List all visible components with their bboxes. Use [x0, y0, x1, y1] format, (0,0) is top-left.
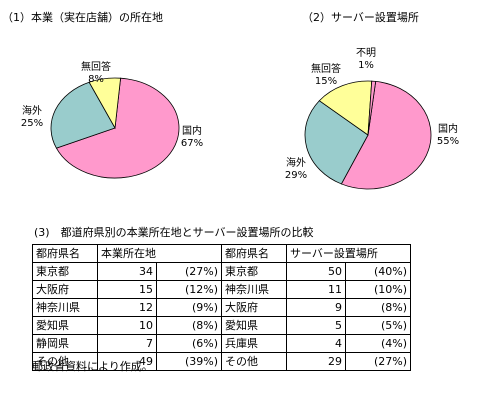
header-prefecture-2: 都府県名: [221, 244, 287, 263]
header-server-location: サーバー設置場所: [286, 244, 411, 263]
pie1-label-kaigai: 海外 25%: [14, 106, 50, 130]
pie2-label-kokunai-name: 国内: [438, 124, 458, 135]
pie2-label-kokunai-value: 55%: [436, 136, 460, 147]
pie2-slices: [304, 80, 432, 190]
pie2-slice-0: [340, 80, 432, 190]
cell-prefecture-2: その他: [221, 352, 287, 371]
pie1-slices: [50, 77, 180, 179]
table-row: 愛知県 10 (8%) 愛知県 5 (5%): [32, 316, 411, 335]
cell-server-count: 9: [286, 298, 346, 317]
cell-main-count: 12: [97, 298, 157, 317]
cell-prefecture-1: その他: [32, 352, 98, 371]
comparison-table: 都府県名 本業所在地 都府県名 サーバー設置場所 東京都 34 (27%) 東京都 50…: [32, 244, 411, 371]
pie1-label-mukaito: 無回答 8%: [76, 62, 116, 86]
comparison-table-body: 都府県名 本業所在地 都府県名 サーバー設置場所 東京都 34 (27%) 東京都 50…: [32, 244, 411, 371]
cell-server-percent: (40%): [345, 262, 411, 281]
pie1-title: （1）本業（実在店舗）の所在地: [2, 11, 163, 24]
cell-server-count: 11: [286, 280, 346, 299]
cell-prefecture-2: 兵庫県: [221, 334, 287, 353]
cell-server-count: 29: [286, 352, 346, 371]
table-header-row: 都府県名 本業所在地 都府県名 サーバー設置場所: [32, 244, 411, 263]
cell-main-percent: (39%): [156, 352, 222, 371]
pie2-label-mukaito: 無回答 15%: [306, 64, 346, 88]
cell-server-percent: (10%): [345, 280, 411, 299]
pie1-slice-0: [55, 77, 180, 179]
cell-prefecture-2: 東京都: [221, 262, 287, 281]
pie2-label-fumei-name: 不明: [356, 48, 376, 59]
pie1-label-mukaito-name: 無回答: [81, 62, 111, 73]
cell-server-count: 4: [286, 334, 346, 353]
table-row: その他 49 (39%) その他 29 (27%): [32, 352, 411, 371]
cell-prefecture-1: 愛知県: [32, 316, 98, 335]
pie1-slice-1: [50, 81, 116, 149]
header-main-location: 本業所在地: [97, 244, 222, 263]
cell-server-count: 50: [286, 262, 346, 281]
cell-server-percent: (8%): [345, 298, 411, 317]
cell-prefecture-1: 東京都: [32, 262, 98, 281]
pie1-slice-2: [88, 77, 122, 130]
pie1-label-mukaito-value: 8%: [88, 74, 104, 85]
table-title: (3) 都道府県別の本業所在地とサーバー設置場所の比較: [34, 226, 314, 239]
pie2-label-fumei-value: 1%: [358, 60, 374, 71]
cell-prefecture-2: 大阪府: [221, 298, 287, 317]
pie2-label-kokunai: 国内 55%: [428, 124, 468, 148]
pie2-slice-1: [304, 100, 369, 185]
pie1-label-kaigai-name: 海外: [22, 106, 42, 117]
cell-prefecture-1: 静岡県: [32, 334, 98, 353]
cell-prefecture-1: 神奈川県: [32, 298, 98, 317]
cell-main-count: 15: [97, 280, 157, 299]
pie2-label-mukaito-name: 無回答: [311, 64, 341, 75]
pie2-label-kaigai: 海外 29%: [278, 158, 314, 182]
cell-prefecture-2: 愛知県: [221, 316, 287, 335]
pie1-label-kokunai-name: 国内: [182, 126, 202, 137]
cell-main-count: 10: [97, 316, 157, 335]
cell-server-count: 5: [286, 316, 346, 335]
cell-main-percent: (12%): [156, 280, 222, 299]
cell-main-percent: (27%): [156, 262, 222, 281]
cell-prefecture-1: 大阪府: [32, 280, 98, 299]
pie2-label-kaigai-name: 海外: [286, 158, 306, 169]
pie2-title: （2）サーバー設置場所: [302, 11, 419, 24]
table-row: 神奈川県 12 (9%) 大阪府 9 (8%): [32, 298, 411, 317]
cell-main-percent: (9%): [156, 298, 222, 317]
pie2-label-mukaito-value: 15%: [314, 76, 338, 87]
cell-server-percent: (5%): [345, 316, 411, 335]
pie1-chart: [50, 77, 432, 190]
cell-prefecture-2: 神奈川県: [221, 280, 287, 299]
cell-main-count: 34: [97, 262, 157, 281]
pie2-label-fumei: 不明 1%: [348, 48, 384, 72]
table-row: 大阪府 15 (12%) 神奈川県 11 (10%): [32, 280, 411, 299]
cell-main-percent: (8%): [156, 316, 222, 335]
pie1-label-kokunai-value: 67%: [180, 138, 204, 149]
table-row: 東京都 34 (27%) 東京都 50 (40%): [32, 262, 411, 281]
cell-main-count: 7: [97, 334, 157, 353]
pie1-label-kokunai: 国内 67%: [172, 126, 212, 150]
cell-server-percent: (4%): [345, 334, 411, 353]
header-prefecture-1: 都府県名: [32, 244, 98, 263]
pie2-slice-3: [367, 80, 377, 136]
pie1-label-kaigai-value: 25%: [20, 118, 44, 129]
pie2-slice-2: [318, 80, 373, 136]
table-row: 静岡県 7 (6%) 兵庫県 4 (4%): [32, 334, 411, 353]
cell-main-percent: (6%): [156, 334, 222, 353]
source-note: 郵政省資料により作成。: [32, 360, 153, 373]
cell-server-percent: (27%): [345, 352, 411, 371]
pie2-label-kaigai-value: 29%: [284, 170, 308, 181]
